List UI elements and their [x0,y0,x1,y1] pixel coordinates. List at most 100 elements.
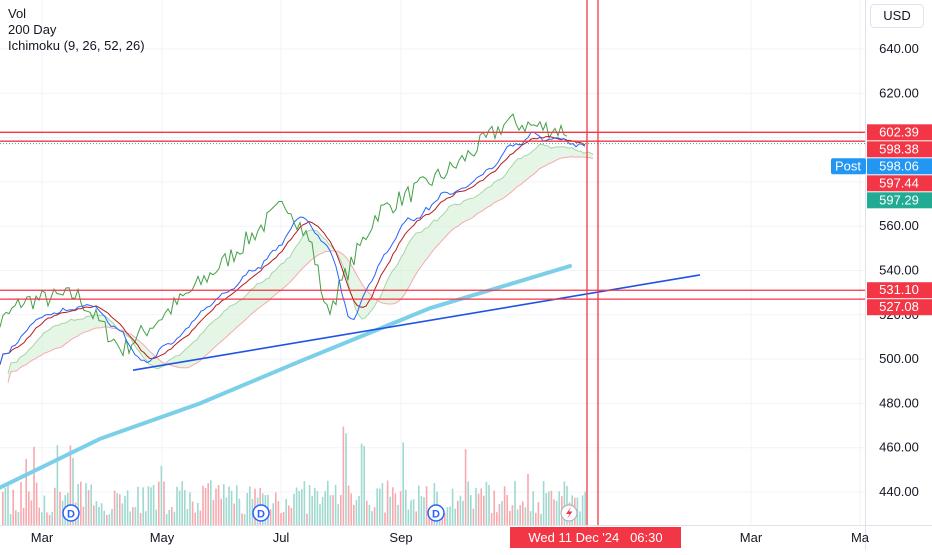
currency-button[interactable]: USD [870,4,924,28]
volume-bar [529,511,532,525]
y-tick-label: 560.00 [879,218,919,233]
price-label: 597.29 [879,192,919,207]
volume-bar [384,512,386,525]
volume-bar [168,510,170,525]
price-label-bg [867,282,932,299]
volume-bar [459,495,462,525]
volume-bar [295,487,298,525]
price-label-bg [867,192,932,209]
dividend-marker-label: D [432,509,440,521]
volume-bar [212,500,215,525]
volume-bar [249,486,251,525]
volume-bar [111,508,113,525]
volume-bar [457,500,459,525]
volume-bar [116,493,118,525]
volume-bar [207,483,209,525]
volume-bar [340,495,342,525]
volume-bar [329,495,332,525]
volume-bar [85,483,87,525]
volume-bar [35,482,38,525]
volume-bar [545,493,547,525]
volume-bar [124,495,126,525]
volume-bar [506,495,508,525]
dividend-marker[interactable] [252,504,270,522]
volume-bar [293,493,295,525]
volume-bar [488,484,490,525]
volume-bar [280,513,282,525]
volume-bar [202,485,204,525]
cloud-area [8,144,593,383]
price-label-bg [867,141,932,158]
volume-bar [217,485,220,525]
volume-bar [59,491,61,525]
volume-bar [7,483,9,525]
volume-bar [308,485,311,525]
volume-bar [48,514,51,525]
volume-bar [233,503,235,525]
dividend-marker[interactable] [427,504,445,522]
volume-bar [197,502,199,525]
volume-bar [246,493,248,525]
post-badge: Post [835,158,861,173]
volume-bar [514,481,516,525]
volume-bar [108,514,111,525]
volume-bar [228,486,230,525]
volume-bar [353,504,355,525]
volume-bar [54,487,56,525]
volume-bar [527,473,529,525]
volume-bar [444,513,446,525]
dividend-marker[interactable] [62,504,80,522]
volume-bar [100,503,103,525]
volume-bar [584,491,586,525]
volume-bar [22,507,25,525]
volume-bar [103,510,105,525]
volume-bar [399,491,402,525]
volume-bar [522,501,524,525]
volume-bar [269,509,272,525]
volume-bar [480,488,482,525]
volume-bar [475,488,477,525]
legend-ma200[interactable]: 200 Day [8,22,57,37]
volume-bar [415,511,417,525]
volume-bar [199,510,202,525]
volume-bar [282,511,285,525]
volume-bar [470,495,472,525]
y-tick-label: 480.00 [879,395,919,410]
indicator-legend: Vol 200 Day Ichimoku (9, 26, 52, 26) [8,6,145,54]
volume-bar [121,503,124,525]
volume-bar [150,487,152,525]
price-label: 598.38 [879,141,919,156]
volume-bar [418,485,420,525]
volume-bar [347,485,350,525]
volume-bar [41,512,43,525]
volume-bar [275,492,277,525]
volume-bar [152,485,155,525]
volume-bar [298,491,300,525]
y-tick-label: 640.00 [879,41,919,56]
volume-bar [33,446,35,525]
volume-bar [405,489,407,525]
volume-bar [87,490,90,525]
volume-bar [113,490,116,525]
legend-volume[interactable]: Vol [8,6,27,21]
volume-bar [56,445,59,525]
ichimoku-cloud [7,143,594,383]
volume-bar [25,459,27,525]
volume-bar [446,507,449,525]
volume-bar [342,426,345,525]
volume-bar [402,442,404,525]
volume-bar [77,484,79,525]
volume-bar [4,487,7,525]
volume-bar [80,481,82,525]
volume-bar [38,507,40,525]
volume-bar [129,511,131,525]
legend-ichimoku[interactable]: Ichimoku (9, 26, 52, 26) [8,38,145,53]
volume-bar [490,513,493,525]
ma200-line [0,264,572,490]
volume-bar [204,488,207,525]
x-tick-label: Mar [31,530,54,545]
volume-bar [2,491,4,525]
conversion-line [0,131,586,365]
